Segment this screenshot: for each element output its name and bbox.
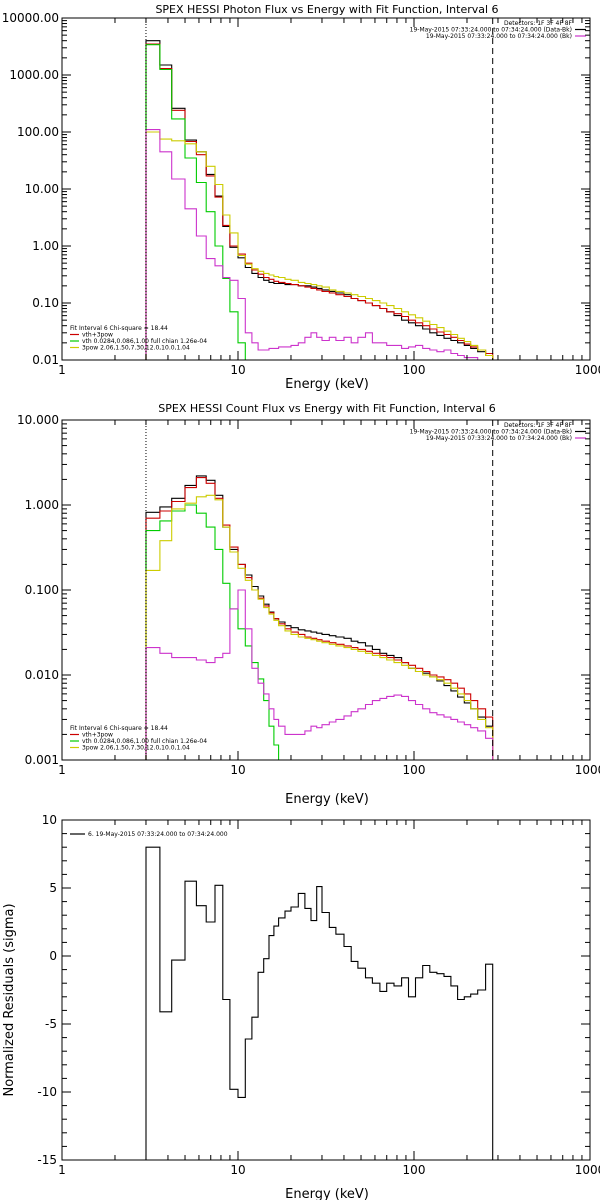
x-tick-label: 10 [230,1163,245,1177]
x-tick-label: 100 [403,363,426,377]
residuals-panel: Energy (keV) Normalized Residuals (sigma… [2,813,600,1200]
x-tick-label: 1000 [575,763,600,777]
x-axis-ticks [61,18,591,360]
x-tick-label: 10 [230,763,245,777]
y-tick-label: 0 [49,949,57,963]
x-tick-label: 1 [58,763,66,777]
legend-line: 6. 19-May-2015 07:33:24.000 to 07:34:24.… [88,831,228,838]
y-tick-label: 0.10 [32,296,59,310]
plot-frame [61,819,591,1161]
residuals-xlabel: Energy (keV) [285,1187,369,1200]
legend-line: 3pow 2.06,1.50,7.30,12.0,10.0,1.04 [82,745,190,752]
series-vth-3pow [145,43,494,360]
y-tick-label: 0.001 [25,753,59,767]
legend-line: Fit Interval 6 Chi-square = 18.44 [70,325,168,332]
x-tick-label: 1000 [575,1163,600,1177]
count-flux-xlabel: Energy (keV) [285,792,369,807]
series-6-19-may-2015-07-33-24-000-to-07- [145,846,494,1160]
y-tick-label: -15 [37,1153,57,1167]
y-tick-label: 1.00 [32,239,59,253]
x-tick-label: 1 [58,1163,66,1177]
y-tick-label: -5 [45,1017,57,1031]
series-layer [145,475,494,760]
series-layer [145,846,494,1160]
photon-flux-panel: SPEX HESSI Photon Flux vs Energy with Fi… [2,3,600,392]
y-axis-ticks [62,419,590,761]
series-data [145,475,494,760]
legend-line: vth 0.0284,0.086,1.00 full chian 1.26e-0… [82,338,207,345]
y-tick-label: 5 [49,881,57,895]
y-tick-label: 100.00 [17,125,59,139]
series-vth [145,44,246,360]
legend-line: Fit Interval 6 Chi-square = 18.44 [70,725,168,732]
count-flux-panel: SPEX HESSI Count Flux vs Energy with Fit… [17,402,600,807]
series-3pow [145,131,494,360]
legend-line: vth 0.0284,0.086,1.00 full chian 1.26e-0… [82,738,207,745]
count-flux-title: SPEX HESSI Count Flux vs Energy with Fit… [158,402,495,415]
header-line: Detectors: 1F 3F 4F 8F [504,20,573,27]
x-axis-ticks [61,420,591,760]
photon-flux-xlabel: Energy (keV) [285,377,369,392]
y-tick-label: 10.00 [25,182,59,196]
x-axis-ticks [61,820,591,1160]
header-line: 19-May-2015 07:33:24.000 to 07:34:24.000… [426,435,572,442]
series-vth-3pow [145,477,494,760]
legend-line: 3pow 2.06,1.50,7.30,12.0,10.0,1.04 [82,345,190,352]
y-axis-ticks [62,819,590,1161]
x-tick-label: 1000 [575,363,600,377]
residuals-ylabel: Normalized Residuals (sigma) [2,903,17,1096]
y-tick-label: 0.010 [25,668,59,682]
x-tick-label: 1 [58,363,66,377]
series-3pow [145,494,494,760]
header-line: Detectors: 1F 3F 4F 8F [504,422,573,429]
series-bk [145,589,494,760]
header-line: 19-May-2015 07:33:24.000 to 07:34:24.000… [410,429,572,436]
x-tick-label: 10 [230,363,245,377]
series-data [145,40,494,360]
x-tick-label: 100 [403,1163,426,1177]
y-tick-label: 0.100 [25,583,59,597]
header-line: 19-May-2015 07:33:24.000 to 07:34:24.000… [426,33,572,40]
x-tick-label: 100 [403,763,426,777]
y-tick-label: 10 [42,813,57,827]
legend-line: vth+3pow [82,332,113,339]
plot-frame [61,419,591,761]
y-tick-label: 1000.00 [9,68,59,82]
photon-flux-title: SPEX HESSI Photon Flux vs Energy with Fi… [155,3,498,16]
header-line: 19-May-2015 07:33:24.000 to 07:34:24.000… [410,27,572,34]
legend-line: vth+3pow [82,732,113,739]
y-tick-label: 0.01 [32,353,59,367]
y-axis-ticks [62,17,590,361]
plot-frame [61,17,591,361]
series-layer [145,40,494,360]
y-tick-label: -10 [37,1085,57,1099]
y-tick-label: 10.000 [17,413,59,427]
y-tick-label: 1.000 [25,498,59,512]
series-bk [145,129,494,360]
y-tick-label: 10000.00 [2,11,59,25]
